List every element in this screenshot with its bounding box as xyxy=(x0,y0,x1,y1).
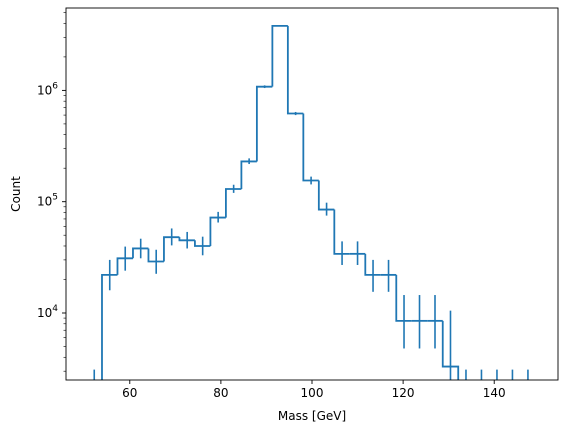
x-tick-label: 120 xyxy=(392,386,415,400)
x-axis-label: Mass [GeV] xyxy=(278,409,346,423)
histogram-bin xyxy=(194,240,211,247)
histogram-bin xyxy=(255,85,273,162)
plot-area xyxy=(66,8,558,380)
error-bars xyxy=(93,25,529,380)
histogram-bin xyxy=(240,160,257,190)
histogram-bin xyxy=(364,253,381,276)
histogram-bin xyxy=(225,188,242,218)
histogram-bin xyxy=(271,24,288,87)
x-tick-label: 60 xyxy=(122,386,137,400)
histogram-bin xyxy=(116,257,133,275)
histogram-bars xyxy=(101,24,460,380)
y-axis-label: Count xyxy=(9,176,23,212)
histogram-bin xyxy=(132,247,149,259)
histogram-bin xyxy=(395,274,412,322)
y-tick-label: 104 xyxy=(37,304,58,320)
x-tick-label: 140 xyxy=(483,386,506,400)
x-tick-label: 80 xyxy=(213,386,228,400)
histogram-bin xyxy=(178,237,195,242)
histogram-bin xyxy=(302,113,319,182)
histogram-bin xyxy=(209,216,226,246)
histogram-bin xyxy=(147,248,164,263)
y-tick-label: 105 xyxy=(37,193,58,209)
histogram-bin xyxy=(286,25,304,115)
x-tick-label: 100 xyxy=(301,386,324,400)
y-axis-ticks: 104 105 106 xyxy=(37,12,66,372)
histogram-bin xyxy=(317,180,335,211)
histogram-bin xyxy=(163,236,180,262)
x-axis-ticks: 60 80 100 120 140 xyxy=(122,380,506,400)
y-tick-label: 106 xyxy=(37,81,58,97)
histogram-bin xyxy=(101,273,118,380)
histogram-bin xyxy=(333,209,350,255)
